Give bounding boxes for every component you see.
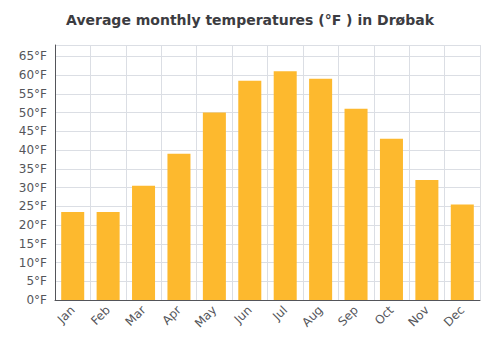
svg-text:Jun: Jun — [231, 303, 255, 327]
svg-text:Average monthly temperatures (: Average monthly temperatures (°F ) in Dr… — [66, 12, 435, 28]
svg-text:Nov: Nov — [405, 303, 431, 329]
svg-text:10°F: 10°F — [19, 256, 47, 270]
svg-text:Feb: Feb — [88, 303, 113, 328]
svg-text:20°F: 20°F — [19, 218, 47, 232]
svg-text:15°F: 15°F — [19, 237, 47, 251]
svg-text:Dec: Dec — [441, 303, 467, 329]
svg-text:60°F: 60°F — [19, 68, 47, 82]
svg-text:35°F: 35°F — [19, 162, 47, 176]
svg-text:Aug: Aug — [299, 303, 325, 329]
svg-text:40°F: 40°F — [19, 143, 47, 157]
svg-text:5°F: 5°F — [26, 274, 47, 288]
svg-text:Jan: Jan — [54, 303, 78, 327]
svg-text:Oct: Oct — [372, 303, 397, 328]
svg-text:Mar: Mar — [123, 303, 149, 329]
svg-text:25°F: 25°F — [19, 199, 47, 213]
svg-text:30°F: 30°F — [19, 181, 47, 195]
svg-text:May: May — [192, 303, 219, 330]
svg-text:Jul: Jul — [269, 303, 290, 324]
svg-text:45°F: 45°F — [19, 124, 47, 138]
svg-text:50°F: 50°F — [19, 106, 47, 120]
svg-text:Sep: Sep — [335, 303, 361, 329]
svg-text:0°F: 0°F — [26, 293, 47, 307]
svg-text:Apr: Apr — [159, 303, 184, 328]
svg-text:65°F: 65°F — [19, 49, 47, 63]
svg-text:55°F: 55°F — [19, 87, 47, 101]
